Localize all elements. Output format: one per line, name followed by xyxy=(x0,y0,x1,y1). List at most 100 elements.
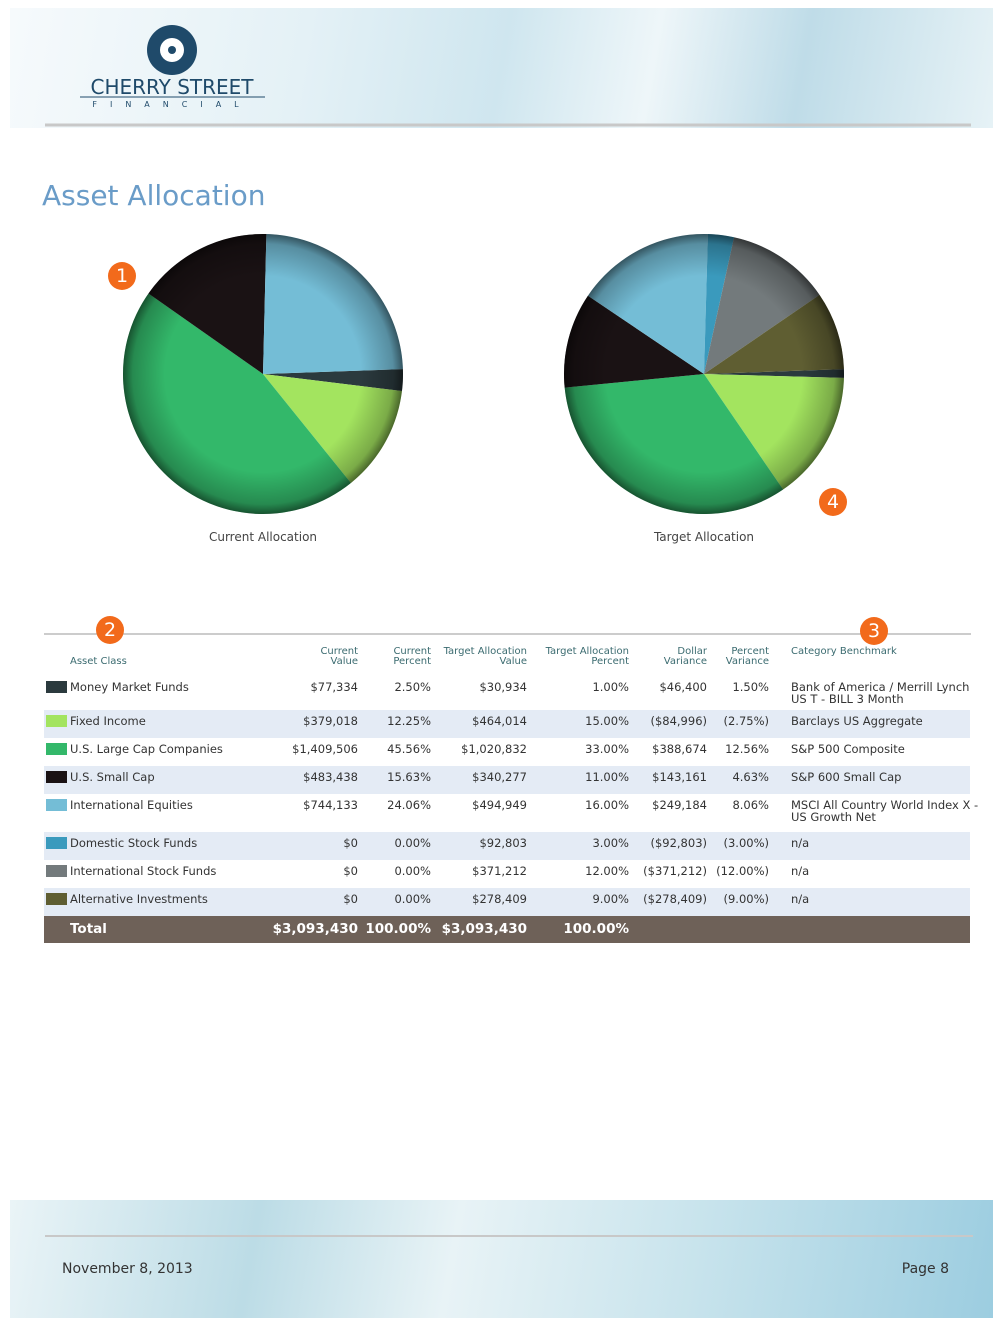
swatch xyxy=(46,893,67,905)
footer-date: November 8, 2013 xyxy=(62,1261,193,1277)
row-band xyxy=(44,832,970,860)
table-cell: $30,934 xyxy=(479,680,527,694)
column-header: Dollar Variance xyxy=(663,646,707,667)
total-cell: 100.00% xyxy=(365,921,431,937)
table-cell: 8.06% xyxy=(732,798,769,812)
table-cell: $483,438 xyxy=(303,770,358,784)
pie-label: Target Allocation xyxy=(653,530,754,544)
table-cell: 3.00% xyxy=(592,836,629,850)
table-cell: $1,409,506 xyxy=(292,742,358,756)
table-cell: 12.25% xyxy=(387,714,431,728)
table-cell: $249,184 xyxy=(652,798,707,812)
swatch xyxy=(46,715,67,727)
table-cell: ($84,996) xyxy=(650,714,707,728)
marker: 2 xyxy=(96,616,124,644)
swatch xyxy=(46,837,67,849)
table-cell: 0.00% xyxy=(394,836,431,850)
table-cell: 2.50% xyxy=(394,680,431,694)
total-band xyxy=(44,916,970,943)
table-cell: 45.56% xyxy=(387,742,431,756)
table-cell: 11.00% xyxy=(585,770,629,784)
table-cell: n/a xyxy=(791,892,810,906)
swatch xyxy=(46,681,67,693)
logo-name: CHERRY STREET xyxy=(90,75,254,99)
table-cell: Bank of America / Merrill Lynch US T - B… xyxy=(791,680,970,706)
total-cell: $3,093,430 xyxy=(272,921,358,937)
table-cell: MSCI All Country World Index X - US Grow… xyxy=(791,798,979,824)
table-cell: U.S. Large Cap Companies xyxy=(70,742,223,756)
table-cell: $92,803 xyxy=(479,836,527,850)
table-cell: S&P 600 Small Cap xyxy=(791,770,902,784)
total-cell: $3,093,430 xyxy=(441,921,527,937)
table-cell: Alternative Investments xyxy=(70,892,208,906)
table-cell: 16.00% xyxy=(585,798,629,812)
table-cell: $0 xyxy=(343,892,358,906)
table-cell: Money Market Funds xyxy=(70,680,189,694)
table-cell: $0 xyxy=(343,836,358,850)
swatch xyxy=(46,743,67,755)
swatch xyxy=(46,865,67,877)
table-cell: ($92,803) xyxy=(650,836,707,850)
column-header: Target Allocation Percent xyxy=(545,646,629,667)
table-cell: $379,018 xyxy=(303,714,358,728)
pie-shade xyxy=(564,234,844,514)
page-title: Asset Allocation xyxy=(42,179,265,212)
marker: 4 xyxy=(819,488,847,516)
table-cell: $77,334 xyxy=(310,680,358,694)
table-cell: 12.56% xyxy=(725,742,769,756)
table-cell: 33.00% xyxy=(585,742,629,756)
table-cell: Domestic Stock Funds xyxy=(70,836,198,850)
logo-center xyxy=(168,46,176,54)
table-cell: n/a xyxy=(791,864,810,878)
table-cell: 0.00% xyxy=(394,892,431,906)
table-cell: (9.00%) xyxy=(723,892,769,906)
swatch xyxy=(46,799,67,811)
table-cell: $46,400 xyxy=(659,680,707,694)
table-cell: International Equities xyxy=(70,798,193,812)
table-cell: $1,020,832 xyxy=(461,742,527,756)
footer-page: Page 8 xyxy=(902,1261,949,1277)
marker: 1 xyxy=(108,262,136,290)
table-cell: U.S. Small Cap xyxy=(70,770,155,784)
column-header: Percent Variance xyxy=(725,646,769,667)
total-cell: 100.00% xyxy=(563,921,629,937)
table-cell: International Stock Funds xyxy=(70,864,217,878)
table-cell: $0 xyxy=(343,864,358,878)
table-cell: Barclays US Aggregate xyxy=(791,714,923,728)
footer-bg xyxy=(10,1200,993,1318)
table-cell: $388,674 xyxy=(652,742,707,756)
row-band xyxy=(44,766,970,794)
table-cell: $371,212 xyxy=(472,864,527,878)
pie-shade xyxy=(123,234,403,514)
table-cell: 4.63% xyxy=(732,770,769,784)
table-cell: 24.06% xyxy=(387,798,431,812)
pie-label: Current Allocation xyxy=(209,530,317,544)
table-cell: $340,277 xyxy=(472,770,527,784)
column-header: Asset Class xyxy=(70,656,127,667)
marker: 3 xyxy=(860,617,888,645)
table-cell: (3.00%) xyxy=(723,836,769,850)
table-cell: 0.00% xyxy=(394,864,431,878)
table-cell: S&P 500 Composite xyxy=(791,742,905,756)
table-cell: $744,133 xyxy=(303,798,358,812)
swatch xyxy=(46,771,67,783)
column-header: Category Benchmark xyxy=(791,646,897,657)
table-cell: 15.63% xyxy=(387,770,431,784)
table-cell: 1.00% xyxy=(592,680,629,694)
table-cell: $143,161 xyxy=(652,770,707,784)
table-cell: 1.50% xyxy=(732,680,769,694)
table-cell: n/a xyxy=(791,836,810,850)
column-header: Current Percent xyxy=(393,646,431,667)
table-cell: $464,014 xyxy=(472,714,527,728)
table-cell: ($278,409) xyxy=(643,892,707,906)
table-cell: 15.00% xyxy=(585,714,629,728)
column-header: Target Allocation Value xyxy=(443,646,527,667)
table-cell: 9.00% xyxy=(592,892,629,906)
table-cell: $278,409 xyxy=(472,892,527,906)
table-cell: Fixed Income xyxy=(70,714,146,728)
table-cell: $494,949 xyxy=(472,798,527,812)
table-cell: (2.75%) xyxy=(723,714,769,728)
row-band xyxy=(44,710,970,738)
row-band xyxy=(44,888,970,916)
